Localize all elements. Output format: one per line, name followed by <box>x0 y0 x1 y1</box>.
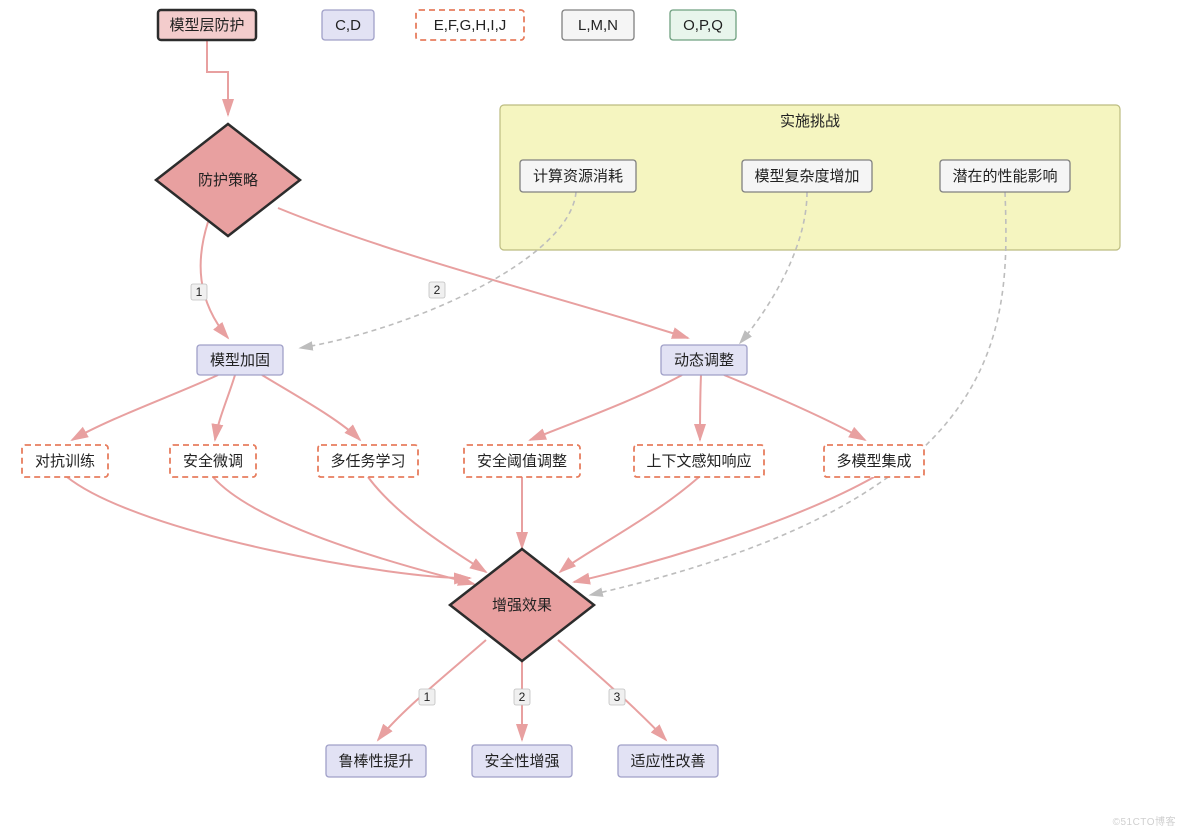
node-label-I: 上下文感知响应 <box>646 452 751 470</box>
edge-solid-14 <box>574 477 874 582</box>
edge-solid-8 <box>724 375 865 440</box>
edge-solid-0 <box>207 40 228 115</box>
node-label-P: 模型复杂度增加 <box>754 167 859 185</box>
edge-label-2: 2 <box>434 283 441 297</box>
edge-solid-1 <box>201 222 228 338</box>
legend-label-4: O,P,Q <box>683 17 723 34</box>
edge-solid-11 <box>368 477 486 572</box>
edge-solid-6 <box>530 375 682 440</box>
edge-solid-7 <box>700 375 701 440</box>
node-label-K: 增强效果 <box>492 597 552 614</box>
edge-solid-9 <box>67 477 470 578</box>
legend-label-1: C,D <box>335 17 361 34</box>
edge-dashed-2 <box>590 192 1006 595</box>
legend-label-2: E,F,G,H,I,J <box>434 17 507 34</box>
legend-label-3: L,M,N <box>578 17 618 34</box>
node-label-Q: 潜在的性能影响 <box>952 168 1057 185</box>
watermark: ©51CTO博客 <box>1113 813 1176 828</box>
edge-solid-5 <box>262 375 360 440</box>
node-label-J: 多模型集成 <box>836 453 911 470</box>
node-label-F: 安全微调 <box>183 452 243 470</box>
edge-label-16: 2 <box>519 690 526 704</box>
node-label-E: 对抗训练 <box>35 453 95 470</box>
edge-solid-4 <box>215 375 235 440</box>
node-label-H: 安全阈值调整 <box>477 452 567 470</box>
node-label-N: 适应性改善 <box>630 752 705 770</box>
node-label-G: 多任务学习 <box>330 453 405 470</box>
node-label-M: 安全性增强 <box>484 752 559 770</box>
node-label-O: 计算资源消耗 <box>533 167 623 185</box>
node-label-L: 鲁棒性提升 <box>338 753 413 770</box>
edge-label-17: 3 <box>614 690 621 704</box>
node-label-B: 防护策略 <box>198 172 258 189</box>
node-label-C: 模型加固 <box>210 352 270 369</box>
edge-solid-13 <box>560 477 699 572</box>
edge-solid-10 <box>213 477 474 584</box>
group-title: 实施挑战 <box>780 113 840 130</box>
edge-label-15: 1 <box>424 690 431 704</box>
node-label-D: 动态调整 <box>674 352 734 369</box>
edge-label-1: 1 <box>196 285 203 299</box>
edge-solid-3 <box>72 375 218 440</box>
legend-label-0: 模型层防护 <box>169 17 244 34</box>
